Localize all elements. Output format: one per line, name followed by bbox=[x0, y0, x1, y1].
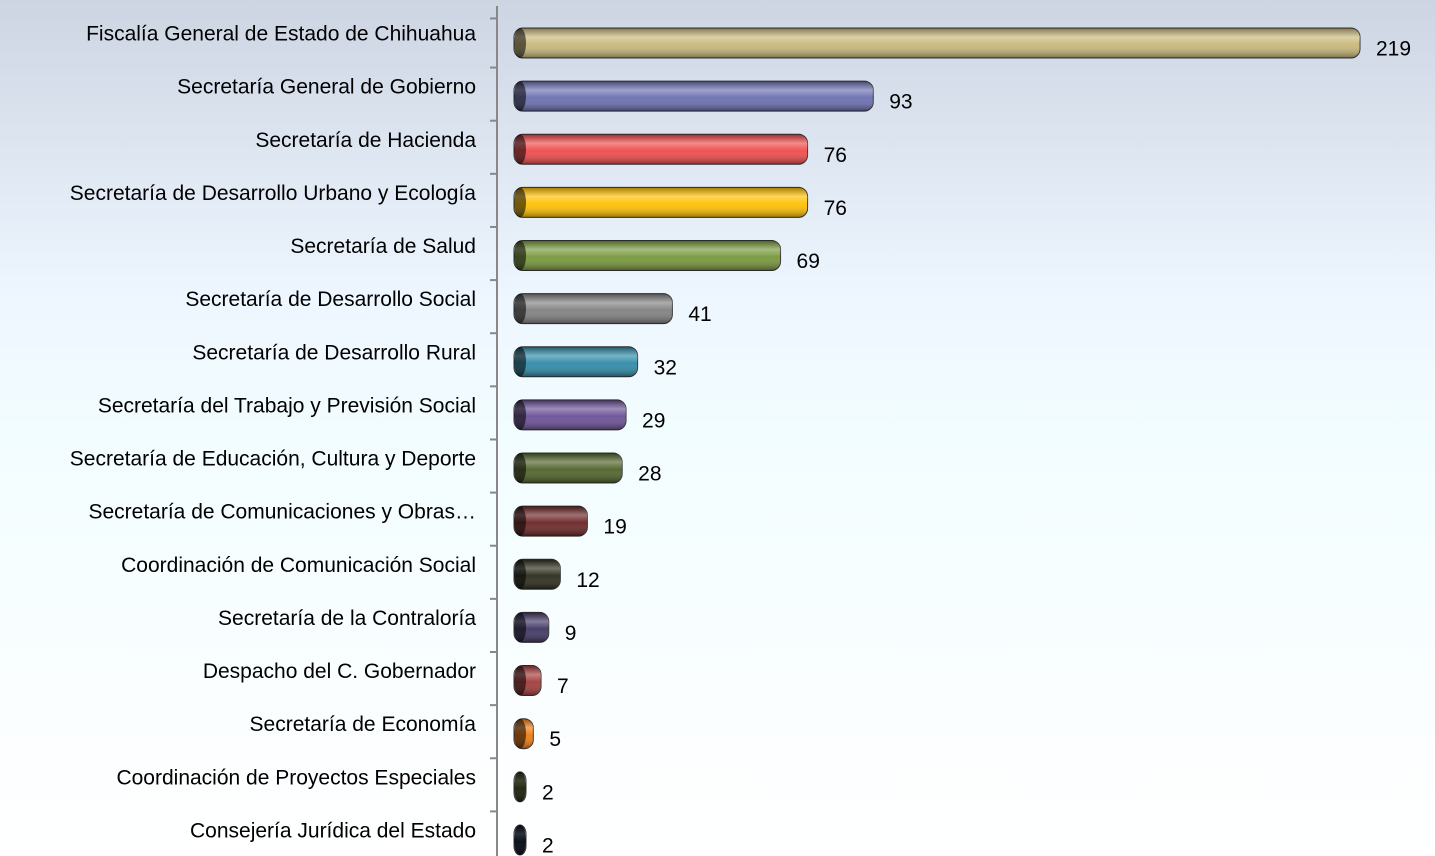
bar-cap bbox=[514, 134, 526, 165]
bar-shine bbox=[514, 28, 1360, 58]
bar-cap bbox=[514, 506, 526, 537]
bar-shine bbox=[514, 506, 588, 537]
bar-cap bbox=[514, 293, 526, 324]
value-label: 2 bbox=[542, 781, 554, 804]
bar-cap bbox=[514, 187, 526, 218]
bar-shine bbox=[514, 134, 808, 165]
bar-cap bbox=[514, 346, 526, 377]
value-label: 69 bbox=[797, 250, 820, 273]
bar-cap bbox=[514, 81, 526, 112]
value-label: 32 bbox=[654, 356, 677, 379]
bar-shine bbox=[514, 399, 627, 430]
value-label: 28 bbox=[638, 463, 661, 486]
category-label: Secretaría de Hacienda bbox=[255, 129, 476, 152]
category-label: Secretaría de Desarrollo Rural bbox=[192, 341, 476, 364]
bar-cap bbox=[514, 824, 526, 855]
bar-shine bbox=[514, 559, 561, 590]
value-label: 2 bbox=[542, 834, 554, 856]
value-label: 9 bbox=[565, 622, 577, 645]
value-label: 76 bbox=[824, 144, 847, 167]
category-label: Consejería Jurídica del Estado bbox=[190, 819, 476, 842]
value-label: 41 bbox=[688, 303, 711, 326]
bar-shine bbox=[514, 240, 781, 271]
value-label: 219 bbox=[1376, 38, 1411, 61]
bar-cap bbox=[514, 718, 526, 749]
category-label: Despacho del C. Gobernador bbox=[203, 660, 476, 683]
category-label: Fiscalía General de Estado de Chihuahua bbox=[86, 23, 476, 46]
bar-cap bbox=[514, 28, 526, 58]
category-label: Secretaría de Educación, Cultura y Depor… bbox=[70, 448, 476, 471]
bar-shine bbox=[514, 187, 808, 218]
bar-cap bbox=[514, 240, 526, 271]
category-label: Secretaría de Comunicaciones y Obras… bbox=[88, 501, 476, 524]
category-label: Secretaría de Desarrollo Social bbox=[185, 288, 476, 311]
value-label: 76 bbox=[824, 197, 847, 220]
bar-cap bbox=[514, 559, 526, 590]
bar-shine bbox=[514, 293, 673, 324]
category-label: Secretaría General de Gobierno bbox=[177, 76, 476, 99]
value-label: 29 bbox=[642, 409, 665, 432]
value-label: 7 bbox=[557, 675, 569, 698]
value-label: 12 bbox=[576, 569, 599, 592]
value-label: 5 bbox=[549, 728, 561, 751]
category-label: Secretaría de Salud bbox=[290, 235, 476, 258]
bar-cap bbox=[514, 612, 526, 643]
category-label: Secretaría de la Contraloría bbox=[218, 607, 476, 630]
bar-cap bbox=[514, 771, 526, 802]
category-label: Secretaría de Desarrollo Urbano y Ecolog… bbox=[70, 182, 477, 205]
category-label: Secretaría del Trabajo y Previsión Socia… bbox=[98, 394, 476, 417]
category-label: Coordinación de Comunicación Social bbox=[121, 554, 476, 577]
bar-cap bbox=[514, 453, 526, 484]
bar-shine bbox=[514, 81, 874, 112]
value-label: 19 bbox=[603, 516, 626, 539]
value-label: 93 bbox=[889, 91, 912, 114]
category-label: Secretaría de Economía bbox=[250, 713, 477, 736]
bar-cap bbox=[514, 665, 526, 696]
bar-shine bbox=[514, 453, 623, 484]
category-label: Coordinación de Proyectos Especiales bbox=[116, 766, 476, 789]
bar-cap bbox=[514, 399, 526, 430]
bar-shine bbox=[514, 346, 638, 377]
